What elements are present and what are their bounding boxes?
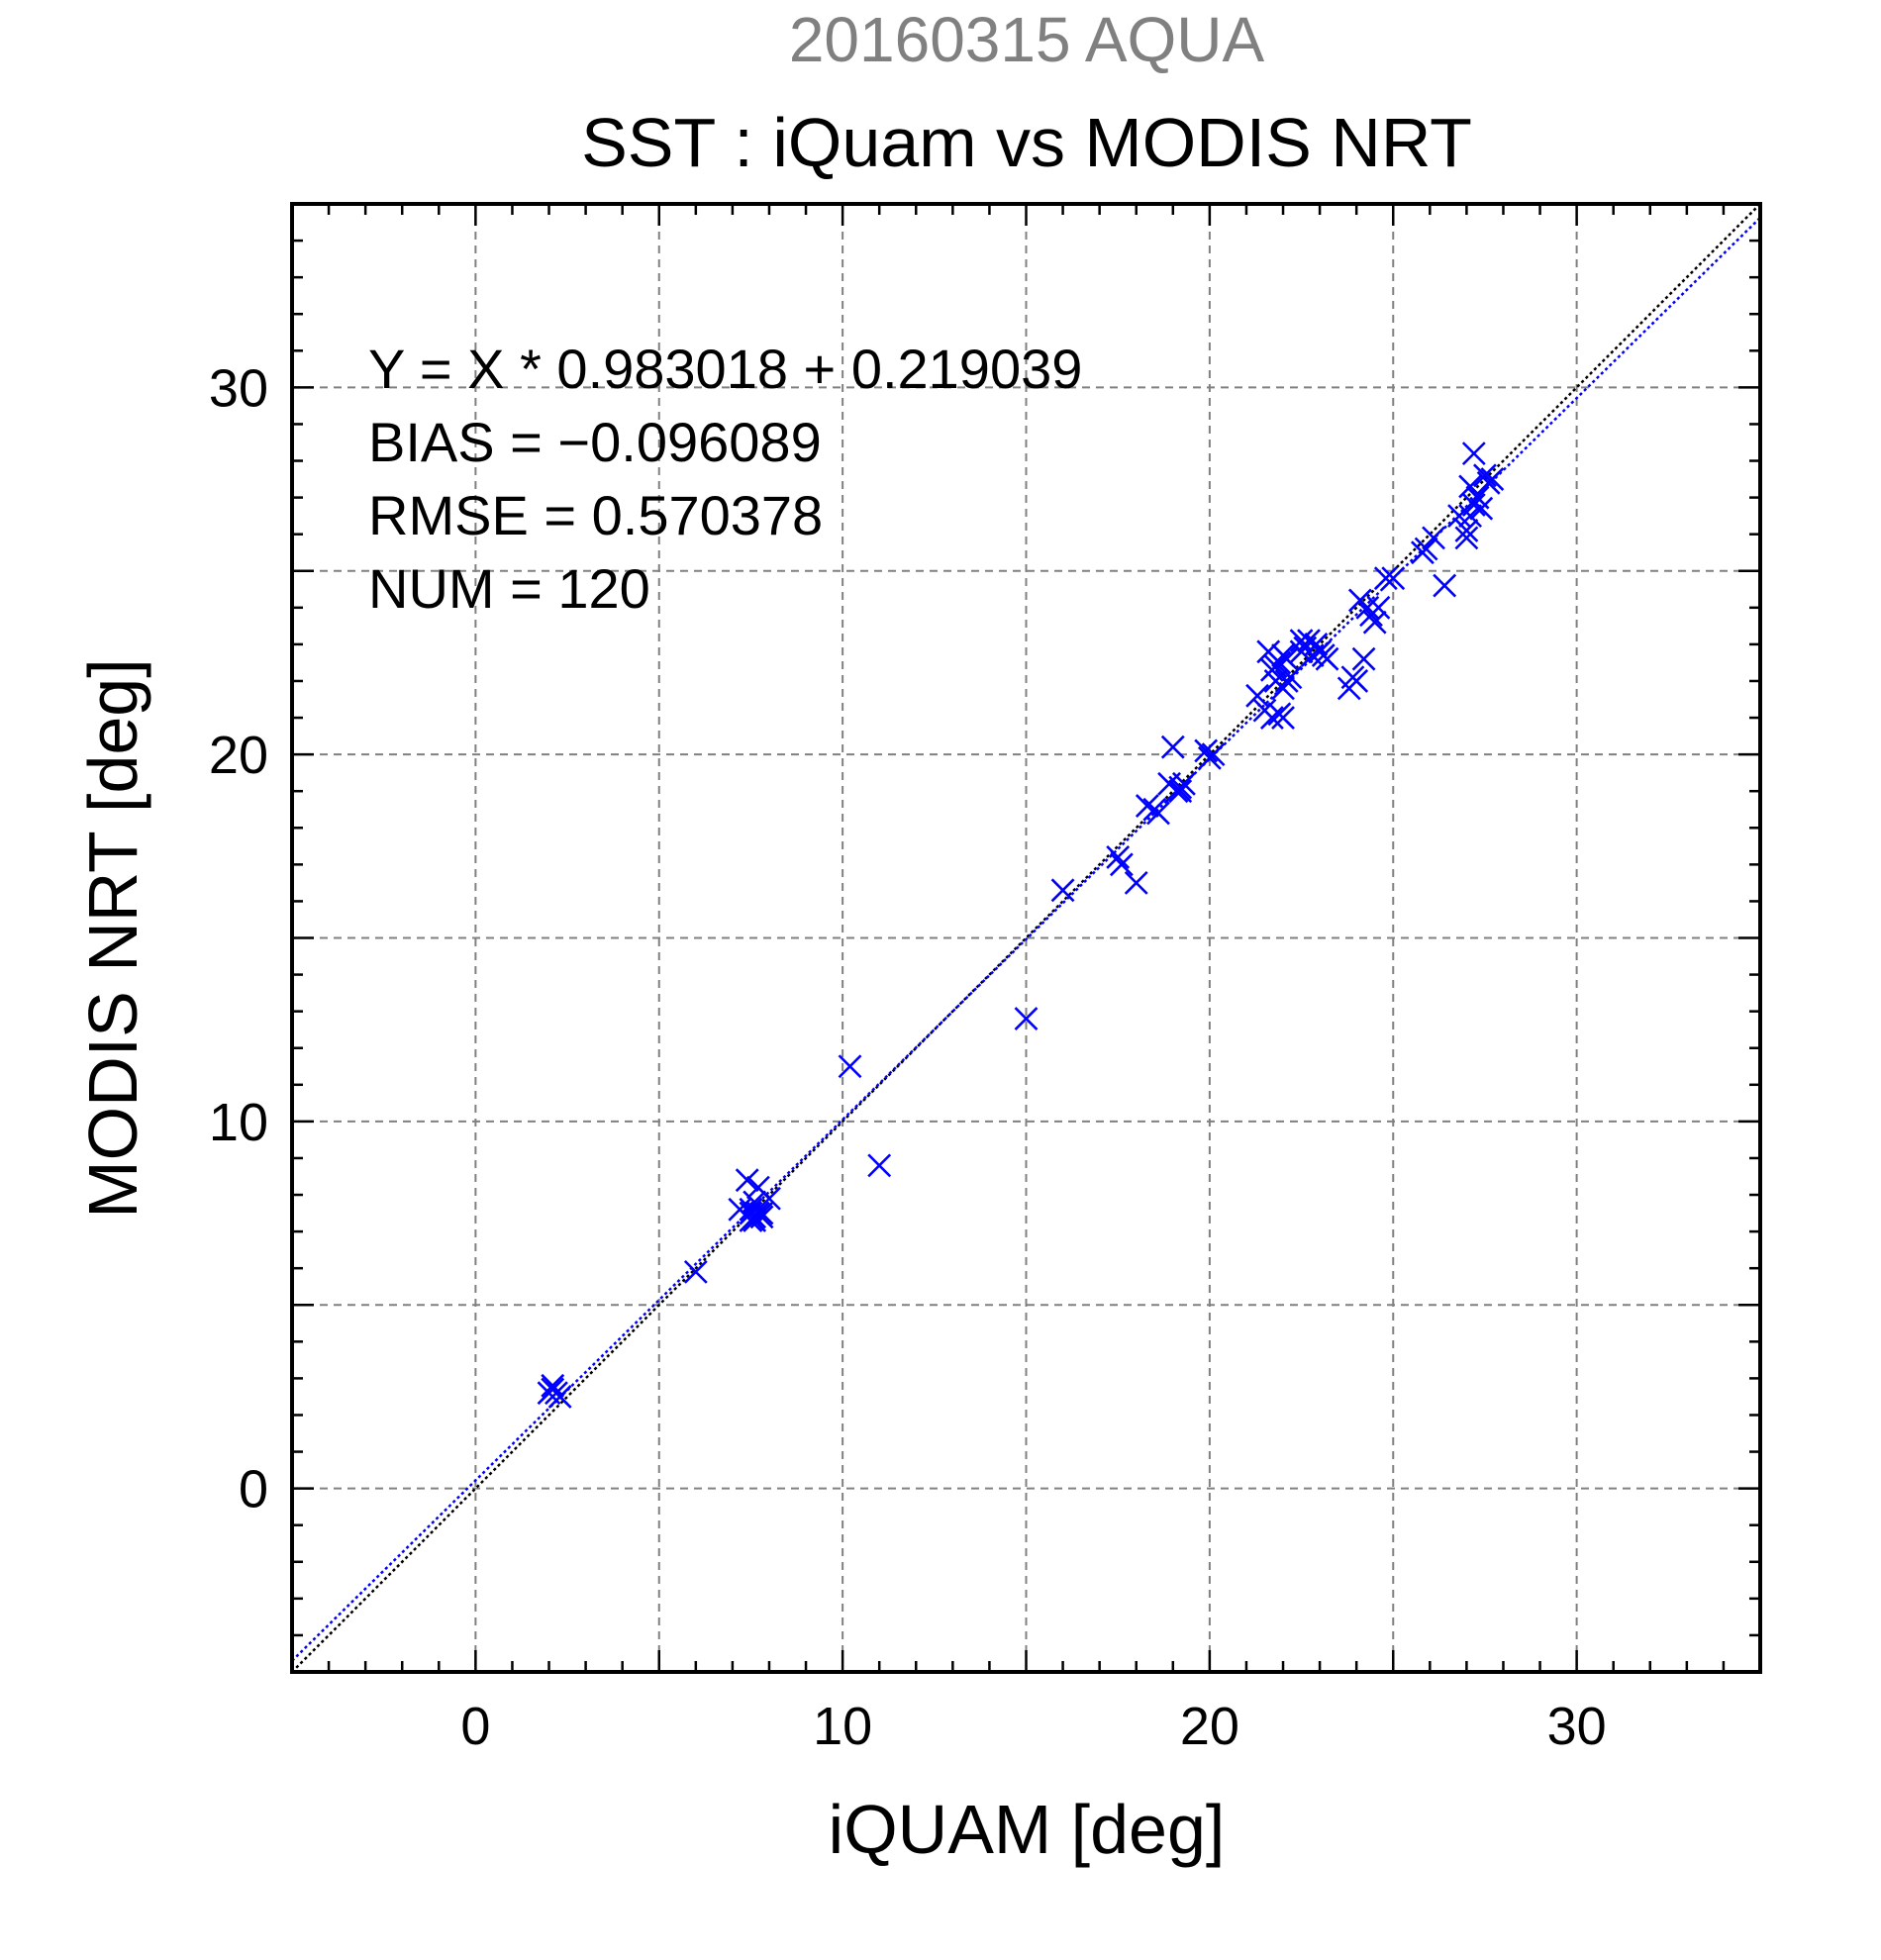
data-point bbox=[1135, 794, 1159, 818]
data-point bbox=[1274, 646, 1299, 671]
data-point bbox=[1458, 504, 1483, 529]
x-tick-label: 0 bbox=[460, 1697, 490, 1756]
data-point bbox=[1447, 504, 1471, 529]
annotation-num: NUM = 120 bbox=[368, 557, 650, 620]
data-point bbox=[1146, 801, 1170, 826]
data-point bbox=[735, 1168, 759, 1193]
data-point bbox=[1433, 573, 1457, 598]
data-point bbox=[1278, 665, 1303, 690]
data-point bbox=[541, 1377, 565, 1402]
data-point bbox=[1109, 852, 1134, 877]
data-point bbox=[1289, 629, 1314, 653]
data-point bbox=[1454, 526, 1479, 550]
annotation-bias: BIAS = −0.096089 bbox=[368, 411, 822, 473]
chart-supertitle: 20160315 AQUA bbox=[789, 4, 1265, 75]
data-point bbox=[1201, 742, 1226, 767]
data-point bbox=[1366, 595, 1391, 620]
data-point bbox=[1381, 566, 1406, 591]
data-point bbox=[1160, 735, 1185, 759]
data-point bbox=[1245, 683, 1269, 708]
data-point bbox=[683, 1259, 708, 1284]
data-point bbox=[1271, 676, 1295, 701]
y-tick-label: 0 bbox=[239, 1460, 268, 1519]
data-point bbox=[1168, 779, 1193, 804]
data-point bbox=[1267, 702, 1292, 727]
data-point bbox=[1311, 643, 1336, 667]
x-axis-label: iQUAM [deg] bbox=[829, 1791, 1226, 1868]
x-tick-label: 20 bbox=[1180, 1697, 1239, 1756]
data-point bbox=[739, 1197, 763, 1222]
chart-title: SST : iQuam vs MODIS NRT bbox=[581, 104, 1472, 181]
data-point bbox=[1414, 537, 1438, 561]
annotation-rmse: RMSE = 0.570378 bbox=[368, 484, 823, 546]
data-point bbox=[541, 1373, 565, 1398]
data-point bbox=[1259, 706, 1284, 730]
data-points bbox=[537, 441, 1505, 1409]
x-tick-label: 10 bbox=[813, 1697, 872, 1756]
data-point bbox=[1351, 646, 1376, 671]
y-tick-label: 30 bbox=[209, 358, 268, 418]
data-point bbox=[1373, 566, 1398, 591]
data-point bbox=[1344, 669, 1369, 693]
y-tick-label: 10 bbox=[209, 1093, 268, 1152]
x-tick-label: 30 bbox=[1547, 1697, 1607, 1756]
data-point bbox=[749, 1205, 774, 1229]
identity-line bbox=[292, 204, 1760, 1672]
data-point bbox=[1263, 654, 1288, 679]
y-axis-label: MODIS NRT [deg] bbox=[74, 658, 151, 1218]
tick-labels: 0 10 20 30 0 10 20 30 bbox=[209, 358, 1607, 1756]
data-point bbox=[1473, 463, 1497, 488]
stats-annotations: Y = X * 0.983018 + 0.219039 BIAS = −0.09… bbox=[368, 338, 1082, 620]
data-point bbox=[1461, 441, 1486, 466]
data-point bbox=[1465, 485, 1490, 510]
data-point bbox=[1124, 870, 1148, 895]
data-point bbox=[867, 1153, 892, 1178]
data-point bbox=[1194, 738, 1219, 763]
data-point bbox=[1362, 610, 1387, 635]
data-point bbox=[1458, 474, 1483, 499]
plot-frame bbox=[290, 202, 1762, 1674]
data-point bbox=[1014, 1007, 1039, 1030]
data-point bbox=[1106, 845, 1131, 869]
data-point bbox=[1050, 878, 1075, 903]
y-tick-label: 20 bbox=[209, 726, 268, 785]
data-point bbox=[1157, 771, 1182, 796]
data-point bbox=[1304, 632, 1329, 656]
data-point bbox=[1454, 519, 1479, 542]
fit-lines bbox=[292, 204, 1760, 1672]
data-point bbox=[757, 1186, 781, 1211]
data-point bbox=[1480, 467, 1505, 491]
grid-lines bbox=[292, 204, 1760, 1672]
data-point bbox=[742, 1190, 767, 1215]
data-point bbox=[1422, 526, 1445, 550]
data-point bbox=[838, 1054, 862, 1079]
annotation-regression: Y = X * 0.983018 + 0.219039 bbox=[368, 338, 1082, 400]
regression-line bbox=[292, 217, 1760, 1662]
data-point bbox=[1355, 595, 1380, 620]
